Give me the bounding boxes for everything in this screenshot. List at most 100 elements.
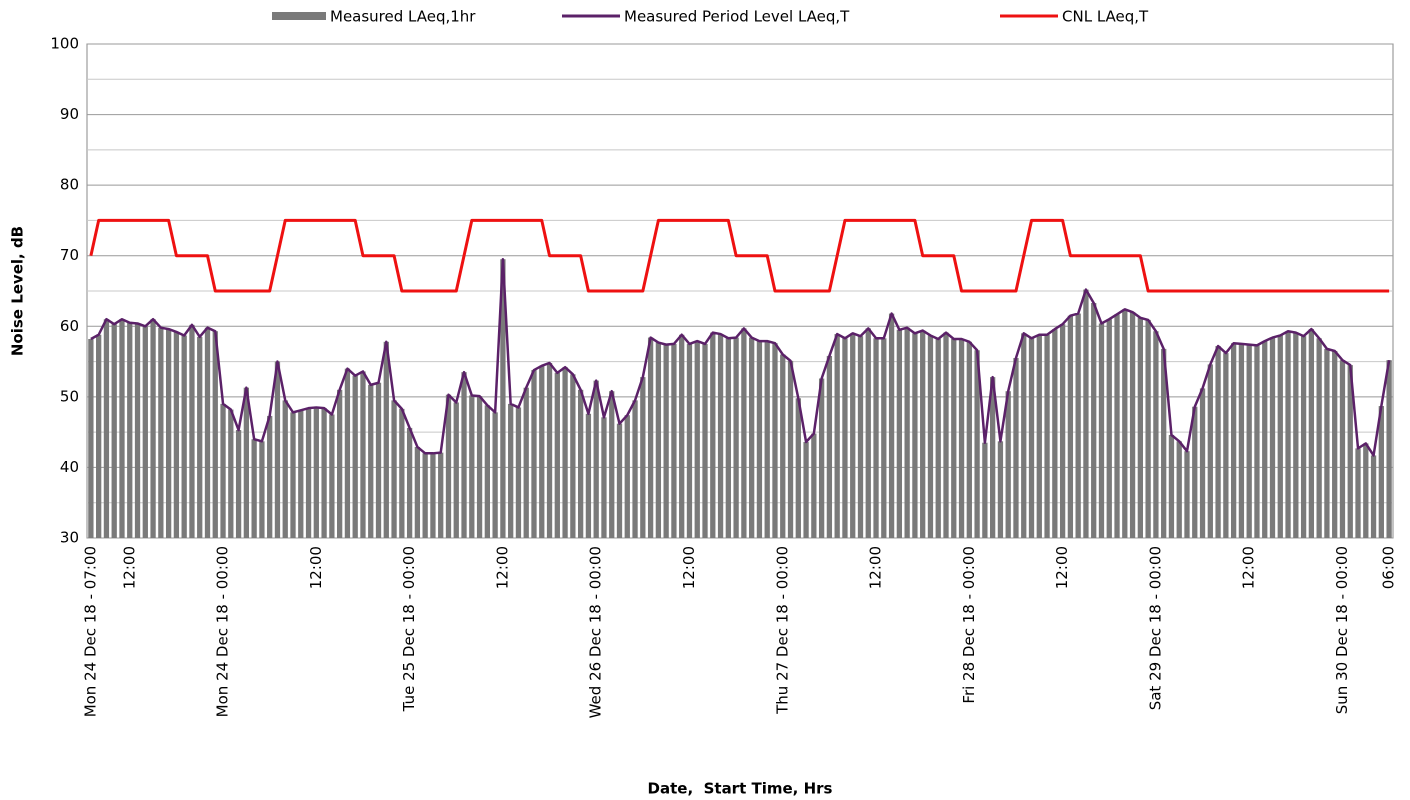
- bar: [1075, 313, 1081, 538]
- bar: [88, 338, 94, 538]
- bar: [1028, 338, 1035, 538]
- bar: [554, 372, 560, 538]
- bar: [818, 378, 825, 538]
- bar: [1059, 324, 1066, 538]
- bar: [1207, 364, 1213, 538]
- bar: [1316, 338, 1322, 538]
- bar: [888, 313, 895, 538]
- bar: [850, 333, 856, 538]
- bar: [679, 334, 685, 538]
- bar: [142, 326, 148, 538]
- bar: [438, 452, 444, 538]
- bar: [204, 327, 211, 538]
- bar: [764, 341, 770, 538]
- bar: [1215, 346, 1221, 538]
- bar: [500, 259, 506, 538]
- bar: [1386, 360, 1392, 538]
- x-tick-label: Sat 29 Dec 18 - 00:00: [1146, 546, 1164, 710]
- bar: [197, 336, 203, 538]
- bar: [1021, 333, 1027, 538]
- bar: [1370, 455, 1377, 538]
- bar: [1363, 443, 1369, 538]
- bar: [243, 387, 250, 538]
- bar: [476, 396, 483, 538]
- bar: [305, 408, 312, 538]
- x-tick-label: Tue 25 Dec 18 - 00:00: [400, 546, 418, 712]
- bar: [1300, 336, 1307, 538]
- bar: [1277, 335, 1283, 538]
- bar: [1192, 406, 1198, 538]
- bar: [453, 402, 459, 538]
- bar: [640, 377, 646, 538]
- bar: [1293, 332, 1299, 538]
- bar: [461, 372, 467, 538]
- bar: [570, 374, 576, 538]
- bar: [546, 362, 553, 538]
- bar: [1378, 406, 1384, 538]
- bar: [951, 338, 957, 538]
- bar: [539, 365, 545, 538]
- bar: [741, 328, 747, 538]
- bar: [935, 338, 941, 538]
- x-tick-label: 12:00: [120, 546, 138, 589]
- x-tick-label: 12:00: [493, 546, 511, 589]
- x-tick-label: 12:00: [1240, 546, 1258, 589]
- bar: [881, 338, 887, 538]
- bar: [593, 380, 599, 538]
- x-tick-label: Mon 24 Dec 18 - 07:00: [81, 546, 99, 717]
- bar: [616, 423, 623, 538]
- bar: [383, 341, 389, 538]
- bar: [733, 337, 739, 538]
- bar: [360, 371, 366, 538]
- bar: [1230, 343, 1237, 538]
- bar: [150, 319, 156, 538]
- bar: [920, 330, 926, 538]
- bar: [127, 322, 133, 538]
- bar: [912, 333, 918, 538]
- bar: [624, 415, 630, 538]
- bar: [96, 334, 102, 538]
- bar: [982, 442, 988, 538]
- bar: [601, 417, 607, 538]
- bar: [811, 433, 817, 538]
- bar: [329, 414, 335, 538]
- x-tick-label: 12:00: [680, 546, 698, 589]
- bar: [1339, 360, 1346, 538]
- bar: [212, 331, 218, 538]
- bar: [904, 327, 910, 538]
- x-tick-label: 12:00: [307, 546, 325, 589]
- bar: [857, 336, 864, 538]
- bar: [469, 395, 475, 538]
- bar: [445, 394, 452, 538]
- bar: [780, 354, 786, 538]
- bar: [1223, 353, 1229, 538]
- bar: [655, 342, 662, 538]
- bar: [756, 341, 763, 538]
- x-tick-label: Wed 26 Dec 18 - 00:00: [587, 546, 605, 718]
- bar: [1285, 331, 1291, 538]
- bar: [1308, 329, 1315, 538]
- y-tick-label: 60: [60, 317, 79, 335]
- y-tick-label: 50: [60, 387, 79, 405]
- bar: [1332, 350, 1338, 538]
- bar: [321, 408, 327, 538]
- x-tick-label: Fri 28 Dec 18 - 00:00: [960, 546, 978, 704]
- bar: [873, 338, 879, 538]
- bar: [181, 335, 187, 538]
- bar: [235, 430, 242, 538]
- bar: [1269, 337, 1276, 538]
- bar: [228, 409, 234, 538]
- legend-label: Measured LAeq,1hr: [330, 8, 476, 26]
- bar: [1161, 348, 1167, 538]
- bar: [1005, 391, 1011, 538]
- x-tick-label: Thu 27 Dec 18 - 00:00: [773, 546, 791, 715]
- x-tick-label: 12:00: [867, 546, 885, 589]
- bar: [375, 382, 382, 538]
- legend-swatch: [272, 12, 326, 20]
- bar: [1044, 334, 1050, 538]
- bar: [352, 375, 358, 538]
- bar: [826, 355, 833, 538]
- bar: [1013, 358, 1019, 538]
- y-axis-title: Noise Level, dB: [9, 226, 27, 356]
